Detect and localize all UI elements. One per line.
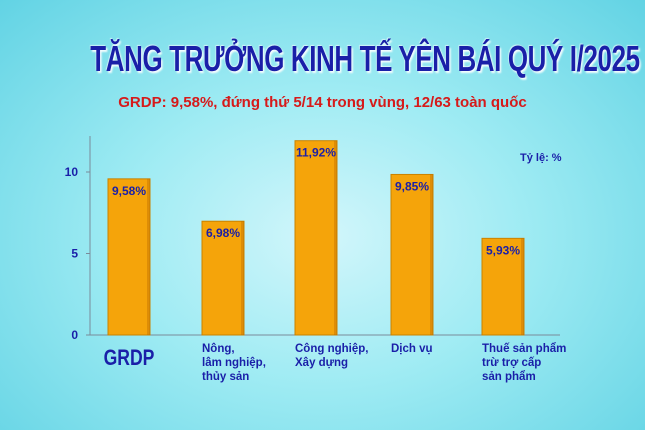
x-tick-label: Nông, xyxy=(202,343,235,355)
x-tick-label: trừ trợ cấp xyxy=(482,357,541,369)
data-label: 9,58% xyxy=(112,184,146,198)
bar-shade xyxy=(147,178,150,335)
bar xyxy=(294,140,338,336)
bar-shade xyxy=(430,174,433,335)
bar xyxy=(107,178,151,336)
y-tick-label: 5 xyxy=(71,247,78,261)
bar xyxy=(201,220,245,336)
chart-subtitle: GRDP: 9,58%, đứng thứ 5/14 trong vùng, 1… xyxy=(118,94,527,111)
chart-title: TĂNG TRƯỞNG KINH TẾ YÊN BÁI QUÝ I/2025 xyxy=(90,38,640,79)
bar-shade xyxy=(241,221,244,335)
x-tick-label: Xây dựng xyxy=(295,357,348,369)
data-label: 5,93% xyxy=(486,243,520,257)
data-label: 6,98% xyxy=(206,226,240,240)
bar xyxy=(481,237,525,336)
bar-shade xyxy=(334,140,337,335)
y-tick-label: 10 xyxy=(65,165,79,179)
x-tick-label: thủy sản xyxy=(202,371,249,383)
unit-label: Tỷ lệ: % xyxy=(520,152,562,164)
x-tick-label: Công nghiệp, xyxy=(295,343,368,355)
data-label: 11,92% xyxy=(296,146,336,160)
x-tick-label: sản phẩm xyxy=(482,371,536,383)
x-tick-label: Dịch vụ xyxy=(391,343,433,355)
bar-shade xyxy=(521,238,524,335)
data-label: 9,85% xyxy=(395,179,429,193)
y-tick-label: 0 xyxy=(71,328,78,342)
x-tick-label: Thuế sản phẩm xyxy=(482,343,566,355)
x-tick-label: GRDP xyxy=(104,346,155,370)
bar xyxy=(390,173,434,336)
x-tick-label: lâm nghiệp, xyxy=(202,357,266,369)
